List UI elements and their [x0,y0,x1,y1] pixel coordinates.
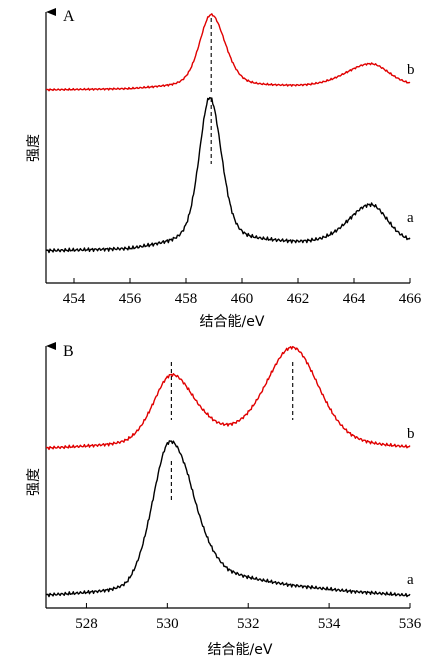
panel-b-y-axis-title: 强度 [26,468,42,496]
series-a-label: a [407,572,414,588]
series-b-label: b [407,426,415,442]
panel-b-label: B [63,343,74,360]
x-tick-label: 456 [119,291,142,307]
x-tick-label: 464 [343,291,366,307]
x-tick-label: 458 [175,291,198,307]
panel-a-y-axis-title: 强度 [26,134,42,162]
x-tick-label: 454 [63,291,86,307]
x-tick-label: 466 [399,291,422,307]
panel-b: B 528 530 532 534 536 b a 结合能/eV 强度 [26,342,422,658]
series-a-line [45,440,411,598]
series-b-label: b [407,62,415,78]
series-b-line [45,345,411,451]
x-tick-label: 530 [156,616,179,632]
series-a-label: a [407,210,414,226]
panel-a: A 454 456 458 460 462 464 466 b a 结合能/eV 强度 [26,8,422,330]
x-tick-label: 534 [318,616,341,632]
series-b-line [45,13,411,92]
x-tick-label: 528 [75,616,98,632]
panel-b-x-axis-title: 结合能/eV [208,642,273,658]
x-tick-label: 532 [237,616,260,632]
x-tick-label: 462 [287,291,310,307]
panel-a-x-axis-title: 结合能/eV [200,314,265,330]
x-tick-label: 460 [231,291,254,307]
panel-a-label: A [63,8,75,25]
x-tick-label: 536 [399,616,422,632]
series-a-line [45,96,411,254]
